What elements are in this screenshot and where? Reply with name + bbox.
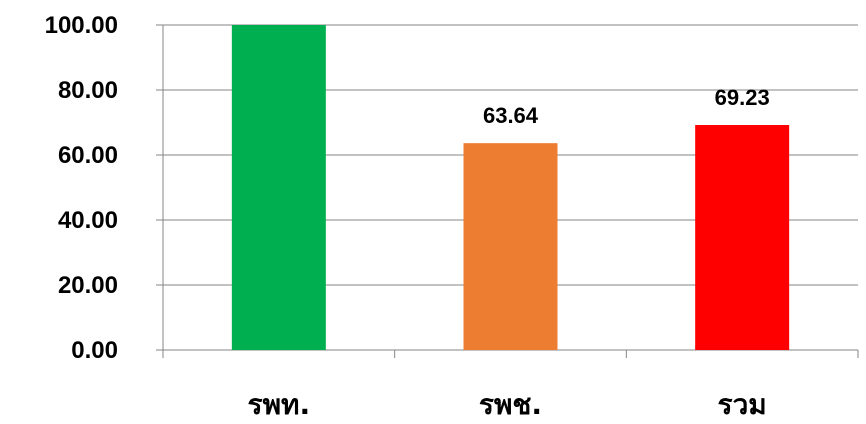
category-label: รพท. — [248, 388, 311, 421]
y-tick-label: 60.00 — [58, 142, 118, 169]
category-label: รพช. — [479, 388, 542, 421]
category-labels: รพท. รพช. รวม — [248, 388, 767, 421]
data-label: 69.23 — [715, 85, 770, 110]
y-tick-labels: 0.00 20.00 40.00 60.00 80.00 100.00 — [45, 12, 118, 364]
data-labels: 63.64 69.23 — [483, 85, 770, 128]
y-tick-label: 40.00 — [58, 207, 118, 234]
bar — [463, 143, 558, 350]
bar — [695, 125, 790, 350]
data-label: 63.64 — [483, 103, 539, 128]
y-tick-label: 80.00 — [58, 77, 118, 104]
category-label: รวม — [718, 388, 767, 421]
y-tick-label: 0.00 — [71, 337, 118, 364]
y-tick-label: 20.00 — [58, 272, 118, 299]
bars — [231, 25, 790, 350]
y-tick-label: 100.00 — [45, 12, 118, 39]
bar — [231, 25, 326, 350]
